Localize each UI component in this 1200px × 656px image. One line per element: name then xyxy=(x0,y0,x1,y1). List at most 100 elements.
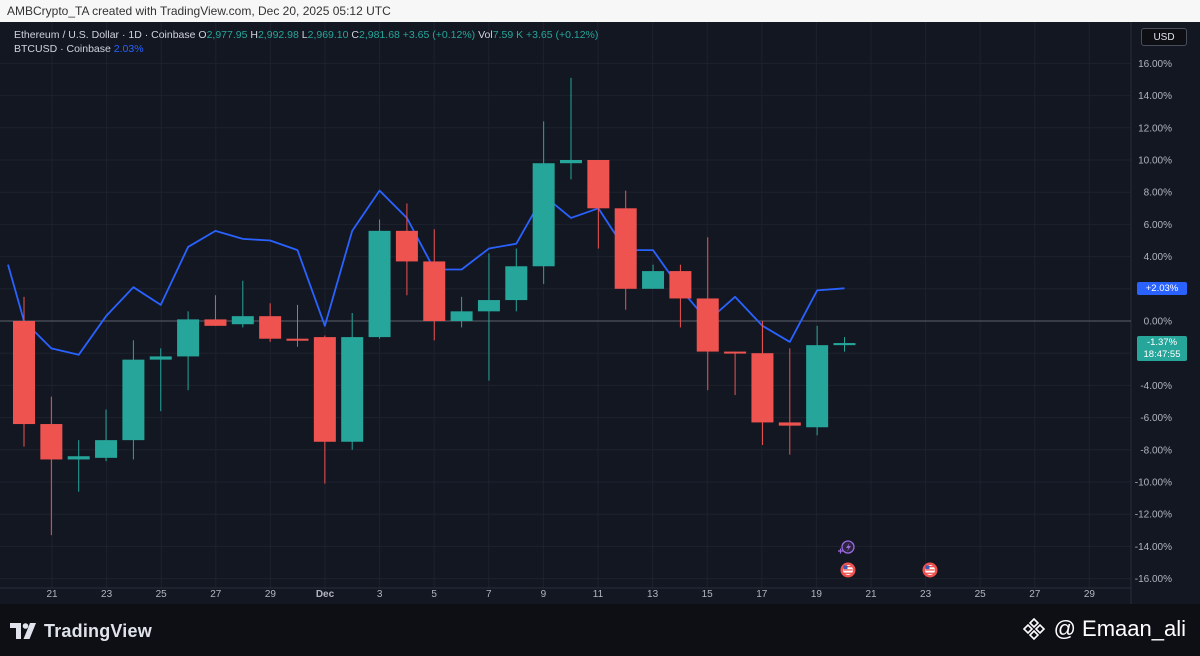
x-tick-label: 9 xyxy=(541,589,547,600)
y-tick-label: 6.00% xyxy=(1144,220,1172,231)
candle[interactable] xyxy=(341,312,364,450)
lightning-event-icon[interactable] xyxy=(838,540,855,554)
tradingview-logo-text: TradingView xyxy=(44,620,152,641)
y-tick-label: -16.00% xyxy=(1135,574,1172,585)
y-tick-label: 0.00% xyxy=(1144,317,1172,328)
candle[interactable] xyxy=(560,77,582,180)
eth-price-badge: -1.37% xyxy=(1137,336,1187,349)
x-axis-ticks: 21 23 25 27 29 Dec 3 5 7 9 11 13 15 17 19 21 23 25 27 29 xyxy=(46,589,1095,600)
symbol-title[interactable]: Ethereum / U.S. Dollar · 1D · Coinbase xyxy=(14,29,196,41)
compare-series-legend[interactable]: BTCUSD · Coinbase 2.03% xyxy=(14,42,598,56)
watermark-text: @ Emaan_ali xyxy=(1053,616,1186,641)
y-tick-label: 14.00% xyxy=(1138,91,1172,102)
candle-body xyxy=(204,319,227,326)
candle[interactable] xyxy=(395,203,418,296)
close-value: 2,981.68 xyxy=(359,29,400,41)
us-flag-event-icon[interactable] xyxy=(922,562,938,578)
x-tick-label: 21 xyxy=(865,589,877,600)
y-tick-label: -4.00% xyxy=(1140,381,1172,392)
candle-body xyxy=(368,230,391,338)
candle-body xyxy=(231,316,254,325)
candle-body xyxy=(751,353,774,423)
candle[interactable] xyxy=(231,280,254,328)
price-chart[interactable]: 16.00% 14.00% 12.00% 10.00% 8.00% 6.00% 4.00% 2… xyxy=(0,22,1200,604)
candle-body xyxy=(587,160,610,209)
candle[interactable] xyxy=(122,340,145,460)
candle[interactable] xyxy=(669,264,692,328)
event-markers[interactable] xyxy=(838,540,938,578)
footer: TradingView @ Emaan_ali xyxy=(0,604,1200,656)
main-series-legend[interactable]: Ethereum / U.S. Dollar · 1D · Coinbase O… xyxy=(14,28,598,42)
candle[interactable] xyxy=(313,335,336,484)
candle-body xyxy=(395,230,418,262)
candle[interactable] xyxy=(368,219,391,339)
y-tick-label: -12.00% xyxy=(1135,510,1172,521)
candle[interactable] xyxy=(724,351,747,396)
candle[interactable] xyxy=(67,440,90,492)
y-tick-label: 12.00% xyxy=(1138,123,1172,134)
candle[interactable] xyxy=(614,190,637,310)
volume-change: +3.65 (+0.12%) xyxy=(526,29,599,41)
btc-price-badge: +2.03% xyxy=(1137,282,1187,295)
candle[interactable] xyxy=(149,348,172,412)
candle[interactable] xyxy=(286,304,309,347)
open-value: 2,977.95 xyxy=(206,29,248,41)
candle-body xyxy=(724,351,747,354)
candle[interactable] xyxy=(259,303,282,342)
y-tick-label: 4.00% xyxy=(1144,252,1172,263)
candle[interactable] xyxy=(40,396,63,536)
bar-countdown-badge: 18:47:55 xyxy=(1137,348,1187,361)
candle-body xyxy=(40,424,63,460)
candle[interactable] xyxy=(423,229,446,341)
y-tick-label: -10.00% xyxy=(1135,478,1172,489)
low-label: L xyxy=(301,29,308,41)
candle[interactable] xyxy=(505,248,528,312)
x-tick-label: 17 xyxy=(756,589,768,600)
tradingview-logo[interactable]: TradingView xyxy=(10,618,152,644)
eth-candles xyxy=(13,77,856,536)
tradingview-logo-icon xyxy=(10,623,36,639)
candle-body xyxy=(696,298,719,352)
candle[interactable] xyxy=(833,337,856,352)
candle[interactable] xyxy=(751,321,774,445)
candle[interactable] xyxy=(95,409,118,462)
y-tick-label: 10.00% xyxy=(1138,156,1172,167)
candle[interactable] xyxy=(450,296,473,328)
candle[interactable] xyxy=(204,295,227,326)
candle-body xyxy=(122,359,145,441)
open-label: O xyxy=(198,29,207,41)
candle-body xyxy=(778,422,801,426)
candle[interactable] xyxy=(13,296,35,447)
candle[interactable] xyxy=(642,264,665,289)
candle-body xyxy=(477,300,500,312)
candle-body xyxy=(560,160,582,164)
chart-background xyxy=(0,22,1200,604)
x-tick-label: 25 xyxy=(156,589,168,600)
currency-button[interactable]: USD xyxy=(1141,28,1187,46)
x-tick-label: 3 xyxy=(377,589,383,600)
candle[interactable] xyxy=(177,311,200,391)
candle[interactable] xyxy=(806,325,829,436)
compare-symbol[interactable]: BTCUSD · Coinbase xyxy=(14,43,111,55)
x-tick-label: 19 xyxy=(811,589,823,600)
candle-body xyxy=(642,271,665,289)
x-tick-label: 27 xyxy=(210,589,222,600)
candle-body xyxy=(313,337,336,442)
candle[interactable] xyxy=(587,160,610,249)
candle[interactable] xyxy=(477,253,500,381)
candle-body xyxy=(450,311,473,321)
binance-icon xyxy=(1022,617,1045,641)
candle[interactable] xyxy=(696,237,719,391)
candle[interactable] xyxy=(532,121,555,284)
y-tick-label: -6.00% xyxy=(1140,413,1172,424)
x-tick-label: 29 xyxy=(1084,589,1096,600)
candle-body xyxy=(13,321,35,425)
candle-body xyxy=(149,356,172,360)
high-label: H xyxy=(250,29,258,41)
x-tick-label: 21 xyxy=(46,589,58,600)
x-tick-label: 11 xyxy=(593,589,604,600)
us-flag-event-icon[interactable] xyxy=(840,562,856,578)
candle[interactable] xyxy=(778,348,801,455)
high-value: 2,992.98 xyxy=(257,29,299,41)
candle-body xyxy=(669,271,692,299)
